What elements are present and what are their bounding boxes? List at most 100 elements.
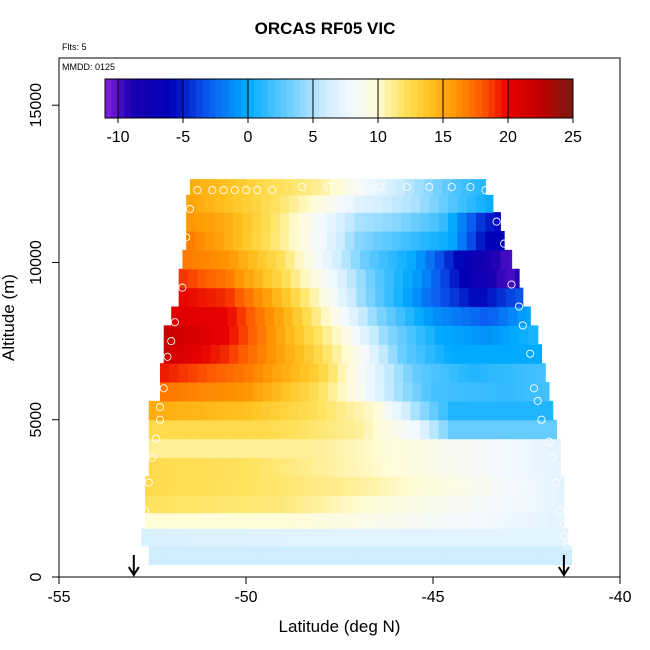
heatmap-cell xyxy=(391,457,402,477)
heatmap-cell xyxy=(195,231,206,251)
heatmap-cell xyxy=(453,344,464,364)
heatmap-cell xyxy=(466,457,477,477)
heatmap-cell xyxy=(180,306,191,326)
heatmap-cell xyxy=(515,268,520,289)
heatmap-cell xyxy=(356,528,367,547)
heatmap-cell xyxy=(247,325,258,345)
heatmap-cell xyxy=(173,344,184,364)
heatmap-cell xyxy=(419,194,430,213)
heatmap-cell xyxy=(260,231,271,251)
heatmap-cell xyxy=(309,381,320,402)
colorbar-swatch xyxy=(228,79,236,118)
heatmap-cell xyxy=(251,194,262,213)
heatmap-cell xyxy=(504,438,515,459)
chart-title: ORCAS RF05 VIC xyxy=(254,19,396,38)
heatmap-cell xyxy=(191,476,202,496)
heatmap-cell xyxy=(281,268,292,289)
heatmap-cell xyxy=(382,438,393,459)
heatmap-cell xyxy=(532,545,543,566)
heatmap-cell xyxy=(178,268,189,289)
profile-marker xyxy=(163,352,172,361)
heatmap-cell xyxy=(303,476,314,496)
heatmap-cell xyxy=(290,528,301,547)
heatmap-cell xyxy=(451,179,462,196)
heatmap-cell xyxy=(214,231,225,251)
heatmap-cell xyxy=(330,306,341,326)
heatmap-cell xyxy=(206,528,217,547)
heatmap-cell xyxy=(159,363,170,383)
colorbar-swatch xyxy=(547,79,554,118)
heatmap-cell xyxy=(270,231,281,251)
heatmap-cell xyxy=(150,528,161,547)
heatmap-cell xyxy=(285,344,296,364)
heatmap-cell xyxy=(382,457,393,477)
heatmap-cell xyxy=(481,249,492,270)
heatmap-cell xyxy=(283,179,294,196)
heatmap-cell xyxy=(522,457,533,477)
heatmap-cell xyxy=(376,306,387,326)
colorbar-swatch xyxy=(144,79,151,118)
heatmap-cell xyxy=(348,179,359,196)
colorbar-swatch xyxy=(430,79,437,118)
colorbar-swatch xyxy=(222,79,229,118)
heatmap-cell xyxy=(354,457,365,477)
heatmap-cell xyxy=(384,363,395,383)
heatmap-cell xyxy=(350,476,361,496)
heatmap-cell xyxy=(391,438,402,459)
colorbar-swatch xyxy=(514,79,522,118)
colorbar: -10 -5 0 5 10 15 20 25 xyxy=(104,78,582,146)
heatmap-cell xyxy=(279,400,290,421)
heatmap-cell xyxy=(225,363,236,383)
heatmap-cell xyxy=(317,457,328,477)
colorbar-swatch xyxy=(248,79,255,118)
heatmap-cell xyxy=(266,476,277,496)
heatmap-cell xyxy=(204,400,215,421)
heatmap-cell xyxy=(375,528,385,547)
mmdd-note: MMDD: 0125 xyxy=(62,62,116,72)
profile-marker xyxy=(155,403,165,412)
heatmap-cell xyxy=(384,381,395,402)
heatmap-cell xyxy=(421,268,432,289)
heatmap-cell xyxy=(201,476,212,496)
heatmap-cell xyxy=(522,438,533,459)
heatmap-cell xyxy=(481,325,492,345)
profile-marker xyxy=(144,478,153,487)
heatmap-cell xyxy=(425,512,436,529)
heatmap-cell xyxy=(494,545,505,566)
heatmap-cell xyxy=(401,438,412,459)
heatmap-cell xyxy=(242,457,253,477)
heatmap-cell xyxy=(292,179,303,196)
heatmap-cell xyxy=(178,287,189,308)
heatmap-cell xyxy=(421,528,432,547)
heatmap-cell xyxy=(485,438,496,459)
heatmap-cell xyxy=(216,363,227,383)
heatmap-cell xyxy=(433,306,443,326)
heatmap-cell xyxy=(182,344,193,364)
heatmap-cell xyxy=(494,457,505,477)
heatmap-cell xyxy=(289,438,299,459)
heatmap-cell xyxy=(294,344,305,364)
heatmap-cell xyxy=(449,528,460,547)
heatmap-cell xyxy=(476,400,486,421)
colorbar-swatch xyxy=(456,79,463,118)
colorbar-swatch xyxy=(293,79,301,118)
heatmap-cell xyxy=(410,231,421,251)
heatmap-cell xyxy=(210,344,221,364)
heatmap-cell xyxy=(457,212,468,232)
heatmap-cell xyxy=(517,306,528,326)
heatmap-cell xyxy=(468,528,479,547)
heatmap-cell xyxy=(440,381,451,402)
colorbar-swatch xyxy=(280,79,288,118)
heatmap-cell xyxy=(238,495,249,514)
heatmap-cell xyxy=(182,325,193,345)
colorbar-swatch xyxy=(371,79,379,118)
heatmap-cell xyxy=(429,212,440,232)
profile-marker xyxy=(425,182,434,192)
heatmap-cell xyxy=(519,512,529,529)
heatmap-cell xyxy=(163,495,174,514)
heatmap-cell xyxy=(485,231,496,251)
heatmap-cell xyxy=(513,419,524,440)
heatmap-cell xyxy=(472,249,483,270)
heatmap-cell xyxy=(307,545,318,566)
heatmap-cell xyxy=(472,476,483,496)
